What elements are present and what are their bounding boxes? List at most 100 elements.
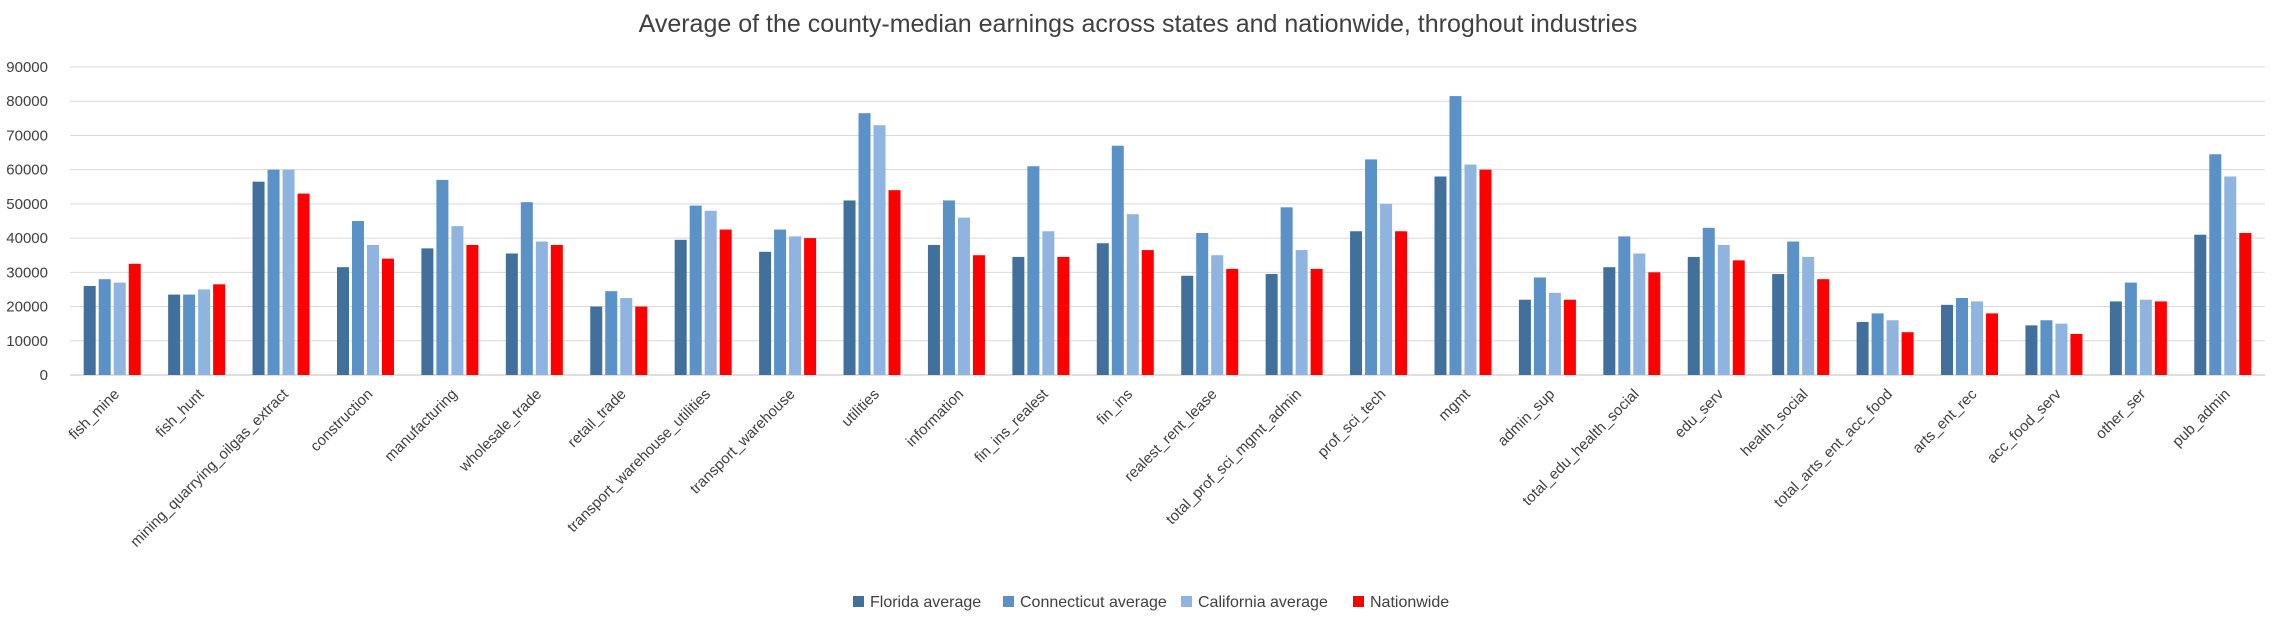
bar bbox=[2109, 301, 2122, 375]
bar bbox=[1956, 298, 1969, 375]
bar bbox=[1687, 256, 1700, 375]
bar bbox=[888, 190, 901, 375]
legend-label: Connecticut average bbox=[1020, 594, 1167, 611]
x-tick-label: prof_sci_tech bbox=[1314, 386, 1389, 461]
bar bbox=[1563, 299, 1576, 375]
bar bbox=[1717, 244, 1730, 375]
bar bbox=[1856, 321, 1869, 375]
x-tick-label: utilities bbox=[838, 386, 882, 430]
bar bbox=[804, 238, 817, 375]
bar bbox=[1449, 96, 1462, 375]
x-tick-label: arts_ent_rec bbox=[1909, 385, 1980, 456]
x-tick-label: admin_sup bbox=[1494, 386, 1558, 450]
chart-title: Average of the county-median earnings ac… bbox=[639, 10, 1638, 38]
bar bbox=[252, 181, 265, 375]
x-tick-label: information bbox=[903, 386, 967, 450]
y-axis: 0 10000 20000 30000 40000 50000 60000 70000 8000… bbox=[6, 59, 48, 384]
bar bbox=[858, 113, 871, 375]
x-tick-label: fin_ins_realest bbox=[971, 385, 1052, 466]
bar bbox=[1901, 332, 1914, 375]
bar bbox=[1702, 227, 1715, 375]
legend-label: Florida average bbox=[870, 594, 981, 611]
bar bbox=[1787, 241, 1800, 375]
bar bbox=[942, 200, 955, 375]
x-tick-label: fin_ins bbox=[1093, 386, 1136, 429]
bar bbox=[2070, 333, 2083, 375]
x-tick-label: wholesale_trade bbox=[455, 386, 545, 476]
bar bbox=[1126, 214, 1139, 375]
bar bbox=[927, 244, 940, 375]
bar bbox=[843, 200, 856, 375]
legend-swatch bbox=[1003, 596, 1014, 607]
bar bbox=[789, 236, 802, 375]
bar bbox=[1141, 250, 1154, 375]
bars bbox=[83, 96, 2252, 375]
bar bbox=[1479, 169, 1492, 375]
x-tick-label: other_ser bbox=[2092, 386, 2149, 443]
bar bbox=[1365, 159, 1378, 375]
bar bbox=[605, 291, 618, 375]
bar bbox=[1518, 299, 1531, 375]
bar bbox=[297, 193, 310, 375]
x-tick-label: health_social bbox=[1738, 386, 1812, 460]
bar bbox=[590, 306, 603, 375]
bar bbox=[1111, 145, 1124, 375]
x-axis-labels: fish_mine fish_huntmining_quarrying_oilga… bbox=[66, 385, 2234, 550]
y-tick-label: 30000 bbox=[6, 264, 48, 281]
bar bbox=[1986, 313, 1999, 375]
legend-swatch bbox=[1353, 596, 1364, 607]
bar bbox=[351, 221, 364, 375]
bar bbox=[1618, 236, 1631, 375]
bar bbox=[1886, 320, 1899, 375]
x-tick-label: fish_mine bbox=[66, 386, 123, 443]
bar bbox=[267, 169, 280, 375]
bar bbox=[83, 286, 96, 375]
bar bbox=[183, 294, 196, 375]
bar bbox=[1012, 256, 1025, 375]
bar bbox=[1971, 301, 1984, 375]
bar bbox=[366, 244, 379, 375]
bar bbox=[1533, 277, 1546, 375]
bar bbox=[620, 298, 633, 375]
y-tick-label: 20000 bbox=[6, 299, 48, 316]
legend: Florida average Connecticut average Califo… bbox=[853, 594, 1449, 611]
x-tick-label: manufacturing bbox=[381, 386, 460, 465]
bar bbox=[1633, 253, 1646, 375]
bar bbox=[1057, 256, 1070, 375]
legend-label: Nationwide bbox=[1370, 594, 1449, 611]
bar bbox=[436, 179, 449, 375]
bar bbox=[2139, 299, 2152, 375]
bar bbox=[689, 205, 702, 375]
bar bbox=[1350, 231, 1363, 375]
x-tick-label: transport_warehouse_utilities bbox=[564, 386, 714, 536]
bar bbox=[759, 251, 772, 375]
bar bbox=[1817, 279, 1830, 375]
gridlines bbox=[70, 66, 2265, 376]
bar bbox=[1395, 231, 1408, 375]
y-tick-label: 60000 bbox=[6, 162, 48, 179]
x-tick-label: fish_hunt bbox=[152, 385, 208, 441]
bar bbox=[1310, 268, 1323, 375]
bar bbox=[1027, 166, 1040, 375]
bar bbox=[873, 125, 886, 375]
y-tick-label: 40000 bbox=[6, 230, 48, 247]
bar bbox=[505, 253, 518, 375]
y-tick-label: 0 bbox=[40, 367, 48, 384]
bar bbox=[2239, 232, 2252, 375]
legend-swatch bbox=[853, 596, 864, 607]
x-tick-label: edu_serv bbox=[1671, 385, 1727, 441]
bar bbox=[719, 229, 732, 375]
bar bbox=[168, 294, 181, 375]
legend-label: California average bbox=[1198, 594, 1328, 611]
bar bbox=[774, 229, 787, 375]
bar bbox=[1380, 203, 1393, 375]
bar bbox=[2154, 301, 2167, 375]
legend-swatch bbox=[1181, 596, 1192, 607]
bar bbox=[1772, 274, 1785, 375]
bar bbox=[550, 244, 563, 375]
bar bbox=[381, 258, 394, 375]
bar bbox=[1464, 164, 1477, 375]
bar bbox=[98, 279, 111, 375]
bar bbox=[704, 210, 717, 375]
